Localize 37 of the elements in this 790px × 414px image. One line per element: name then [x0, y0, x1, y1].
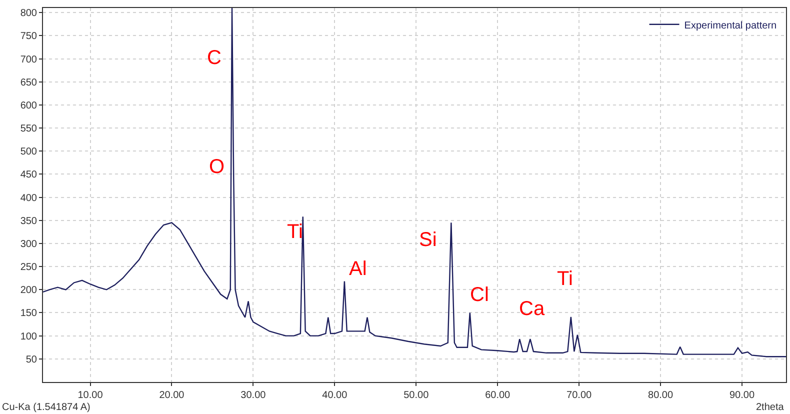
x-tick-label: 80.00 — [648, 390, 674, 401]
y-tick-label: 500 — [20, 146, 38, 158]
y-tick-label: 750 — [20, 31, 38, 42]
y-tick-label: 250 — [20, 262, 38, 274]
x-tick-label: 30.00 — [240, 390, 266, 401]
y-tick-label: 350 — [20, 216, 38, 227]
x-tick-label: 60.00 — [485, 390, 511, 401]
y-tick-label: 550 — [20, 124, 38, 135]
y-tick-label: 650 — [20, 77, 38, 88]
y-tick-label: 50 — [26, 354, 38, 366]
annotation: Cl — [470, 284, 489, 306]
y-tick-label: 150 — [20, 308, 38, 320]
y-tick-label: 200 — [20, 285, 38, 296]
annotation: Ti — [287, 221, 303, 243]
text: Cu-Ka (1.541874 A) — [2, 402, 90, 413]
x-tick-label: 50.00 — [404, 390, 430, 401]
x-tick-label: 40.00 — [322, 390, 348, 401]
annotation: Al — [349, 258, 367, 280]
legend-label: Experimental pattern — [684, 20, 777, 32]
annotation: C — [207, 47, 222, 69]
annotation: O — [209, 156, 225, 178]
y-tick-label: 450 — [20, 170, 38, 181]
y-tick-label: 800 — [20, 8, 38, 20]
annotation: Ti — [557, 268, 573, 290]
x-tick-label: 20.00 — [159, 390, 185, 401]
y-tick-label: 400 — [20, 192, 38, 204]
y-tick-label: 700 — [20, 54, 38, 66]
x-tick-label: 90.00 — [729, 390, 755, 401]
x-axis-title: 2theta — [756, 402, 784, 413]
annotation: Ca — [519, 298, 546, 320]
line-series — [43, 8, 786, 358]
y-tick-label: 300 — [20, 238, 38, 250]
y-tick-label: 100 — [20, 331, 38, 342]
y-tick-label: 600 — [20, 100, 38, 112]
annotation: Si — [419, 229, 437, 251]
x-tick-label: 10.00 — [78, 390, 104, 401]
x-tick-label: 70.00 — [566, 390, 592, 401]
